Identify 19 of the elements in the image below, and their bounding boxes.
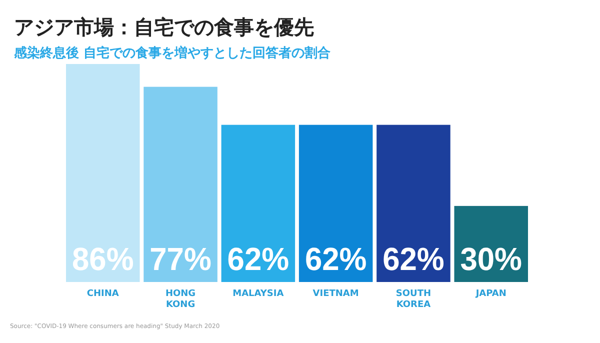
bar	[221, 124, 296, 282]
x-tick-label: HONG KONG	[165, 289, 196, 310]
bar	[144, 86, 218, 282]
bar	[298, 124, 373, 282]
bar	[66, 64, 140, 282]
data-label: 30%	[460, 241, 524, 277]
data-label: 62%	[304, 241, 369, 277]
x-tick-label: JAPAN	[474, 289, 506, 299]
data-label: 86%	[72, 241, 136, 277]
data-label: 77%	[150, 241, 214, 277]
chart-subtitle: 感染終息後 自宅での食事を増やすとした回答者の割合	[13, 45, 331, 61]
x-tick-label: MALAYSIA	[232, 289, 284, 299]
data-label: 62%	[227, 241, 292, 277]
x-tick-label: SOUTH KOREA	[396, 289, 432, 310]
data-label: 62%	[382, 241, 447, 277]
x-tick-label: VIETNAM	[312, 289, 359, 299]
bar	[376, 124, 450, 282]
chart-title: アジア市場：自宅での食事を優先	[14, 15, 314, 39]
x-tick-label: CHINA	[86, 289, 119, 299]
